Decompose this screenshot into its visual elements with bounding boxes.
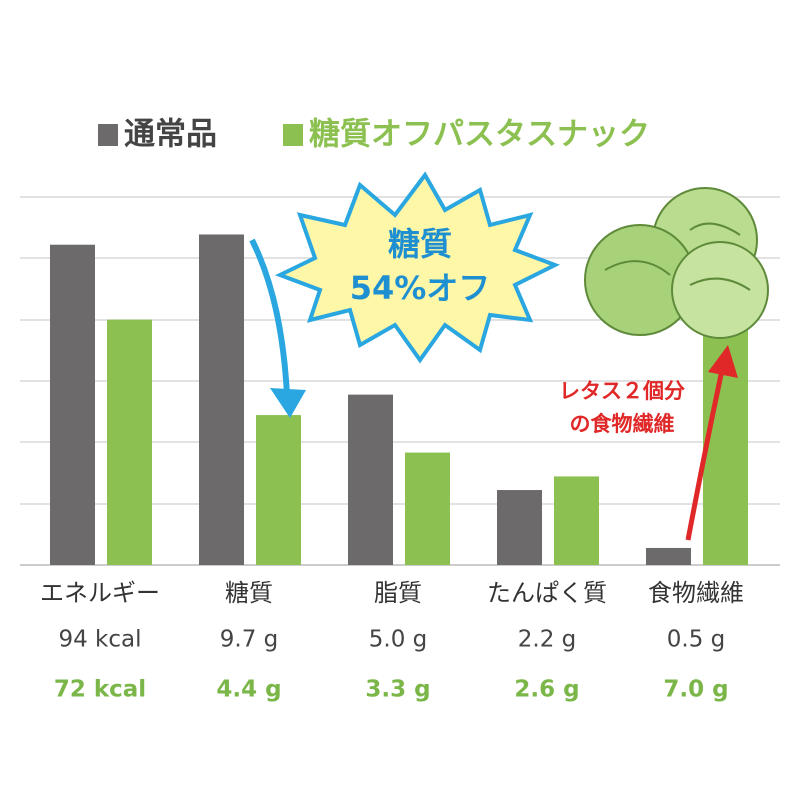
arrow-head — [270, 388, 306, 418]
bar — [405, 452, 450, 565]
value-label: 7.0 g — [663, 677, 728, 703]
lettuce-illustration — [584, 187, 769, 339]
legend: 通常品 糖質オフパスタスナック — [98, 117, 650, 153]
legend-swatch — [283, 124, 303, 146]
annotation: 54%オフ — [350, 269, 491, 307]
x-tick-label: たんぱく質 — [487, 579, 607, 607]
value-label: 5.0 g — [369, 627, 428, 653]
legend-label: 通常品 — [124, 117, 217, 153]
bar — [646, 547, 691, 565]
value-label: 9.7 g — [220, 627, 279, 653]
arrow — [249, 238, 290, 396]
burst — [274, 171, 560, 364]
bar — [107, 319, 152, 565]
bar — [554, 476, 599, 565]
legend-swatch — [98, 124, 118, 146]
x-tick-label: 脂質 — [374, 579, 422, 607]
value-label: 2.2 g — [518, 627, 577, 653]
arrow-head — [708, 345, 738, 378]
x-tick-label: 糖質 — [225, 579, 273, 607]
x-tick-label: エネルギー — [40, 579, 160, 607]
value-label: 3.3 g — [365, 677, 430, 703]
bar — [50, 244, 95, 565]
annotation: の食物繊維 — [570, 412, 675, 436]
bar — [348, 394, 393, 565]
bars — [50, 234, 748, 565]
value-label: 2.6 g — [514, 677, 579, 703]
value-label: 4.4 g — [216, 677, 281, 703]
value-label: 94 kcal — [58, 627, 141, 653]
bar — [199, 234, 244, 565]
value-label: 0.5 g — [667, 627, 726, 653]
x-tick-label: 食物繊維 — [648, 579, 744, 607]
arrow — [685, 369, 725, 541]
legend-label: 糖質オフパスタスナック — [309, 117, 650, 153]
annotation: 糖質 — [388, 225, 452, 263]
annotation: レタス２個分 — [559, 379, 685, 403]
bar — [256, 415, 301, 565]
bar — [497, 490, 542, 565]
value-label: 72 kcal — [54, 677, 146, 703]
